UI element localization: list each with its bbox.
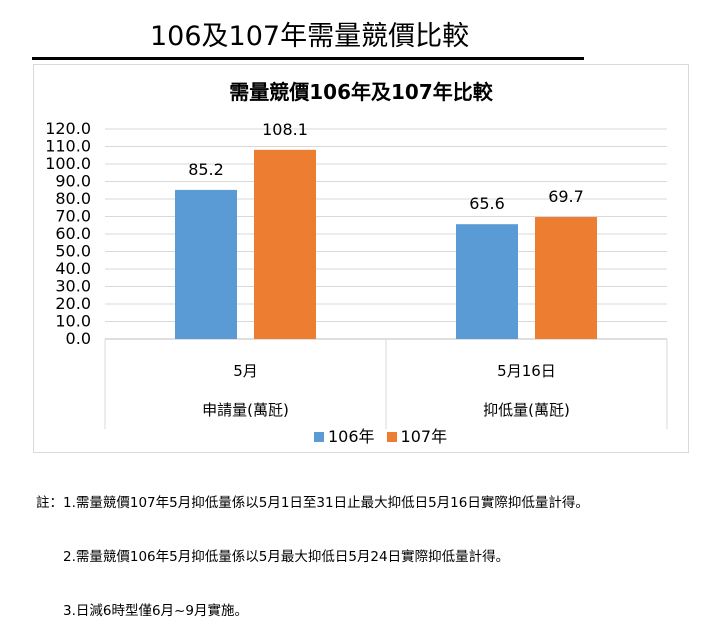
chart-title: 需量競價106年及107年比較 [229,80,493,104]
bar [254,149,316,339]
x-category-label: 5月 [233,362,258,380]
footnote-3: 3.日減6時型僅6月~9月實施。 [63,603,248,619]
y-tick-label: 60.0 [55,224,91,243]
y-tick-label: 110.0 [45,137,91,156]
y-tick-label: 120.0 [45,119,91,138]
y-tick-label: 20.0 [55,294,91,313]
slide-title: 106及107年需量競價比較 [150,21,470,52]
y-tick-label: 100.0 [45,154,91,173]
bar [456,224,518,339]
y-tick-label: 0.0 [66,329,91,348]
y-tick-label: 50.0 [55,242,91,261]
x-category-label: 5月16日 [497,362,556,380]
legend-item-107: 107年 [386,427,448,447]
legend-label-106: 106年 [328,427,375,446]
y-tick-label: 80.0 [55,189,91,208]
data-label: 85.2 [188,160,224,179]
footnotes: 註：1.需量競價107年5月抑低量係以5月1日至31日止最大抑低日5月16日實際… [36,458,589,638]
bar [535,217,597,339]
legend: 106年 107年 [314,427,459,447]
chart-frame: 需量競價106年及107年比較 0.0 10.0 20.0 30.0 40.0 50.0 6… [33,64,689,453]
bar [175,189,237,339]
y-tick-label: 40.0 [55,259,91,278]
y-tick-label: 10.0 [55,312,91,331]
legend-label-107: 107年 [400,427,448,446]
data-label: 65.6 [469,194,505,213]
footnote-1: 註：1.需量競價107年5月抑低量係以5月1日至31日止最大抑低日5月16日實際… [36,495,589,511]
x-group-label: 申請量(萬瓩) [202,401,289,419]
bar-chart: 0.010.020.030.040.050.060.070.080.090.01… [45,119,668,429]
data-label: 108.1 [262,120,308,139]
data-label: 69.7 [548,187,584,206]
legend-swatch-107 [386,432,397,442]
y-tick-label: 70.0 [55,207,91,226]
y-tick-label: 30.0 [55,277,91,296]
title-underline [32,57,584,60]
legend-item-106: 106年 [314,427,375,447]
footnote-2: 2.需量競價106年5月抑低量係以5月最大抑低日5月24日實際抑低量計得。 [63,549,510,565]
y-tick-label: 90.0 [55,172,91,191]
x-group-label: 抑低量(萬瓩) [483,401,570,419]
legend-swatch-106 [314,432,324,442]
